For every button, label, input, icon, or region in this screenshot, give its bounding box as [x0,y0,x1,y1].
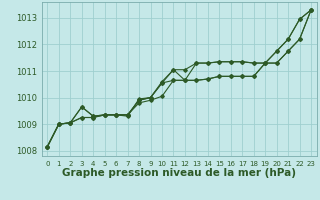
X-axis label: Graphe pression niveau de la mer (hPa): Graphe pression niveau de la mer (hPa) [62,168,296,178]
